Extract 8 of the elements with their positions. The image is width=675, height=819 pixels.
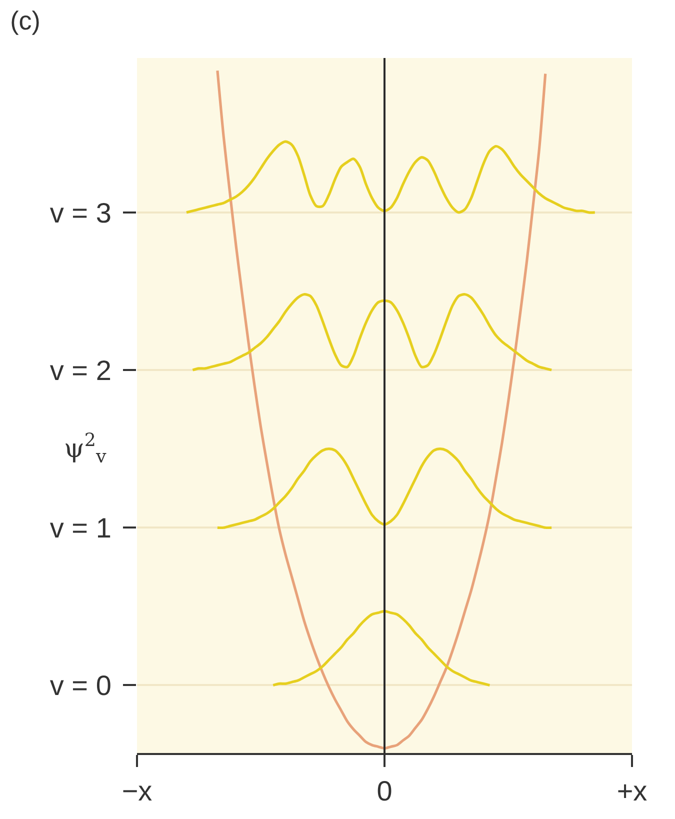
x-tick-label: +x xyxy=(616,776,648,807)
y-tick-label: v = 1 xyxy=(50,512,112,544)
y-tick-label: v = 0 xyxy=(50,670,112,702)
x-tick-label: 0 xyxy=(376,776,392,807)
chart-title: (c) xyxy=(10,6,40,36)
y-tick-label: v = 2 xyxy=(50,354,112,386)
x-tick-label: −x xyxy=(122,776,152,807)
y-tick-label: v = 3 xyxy=(50,197,112,228)
